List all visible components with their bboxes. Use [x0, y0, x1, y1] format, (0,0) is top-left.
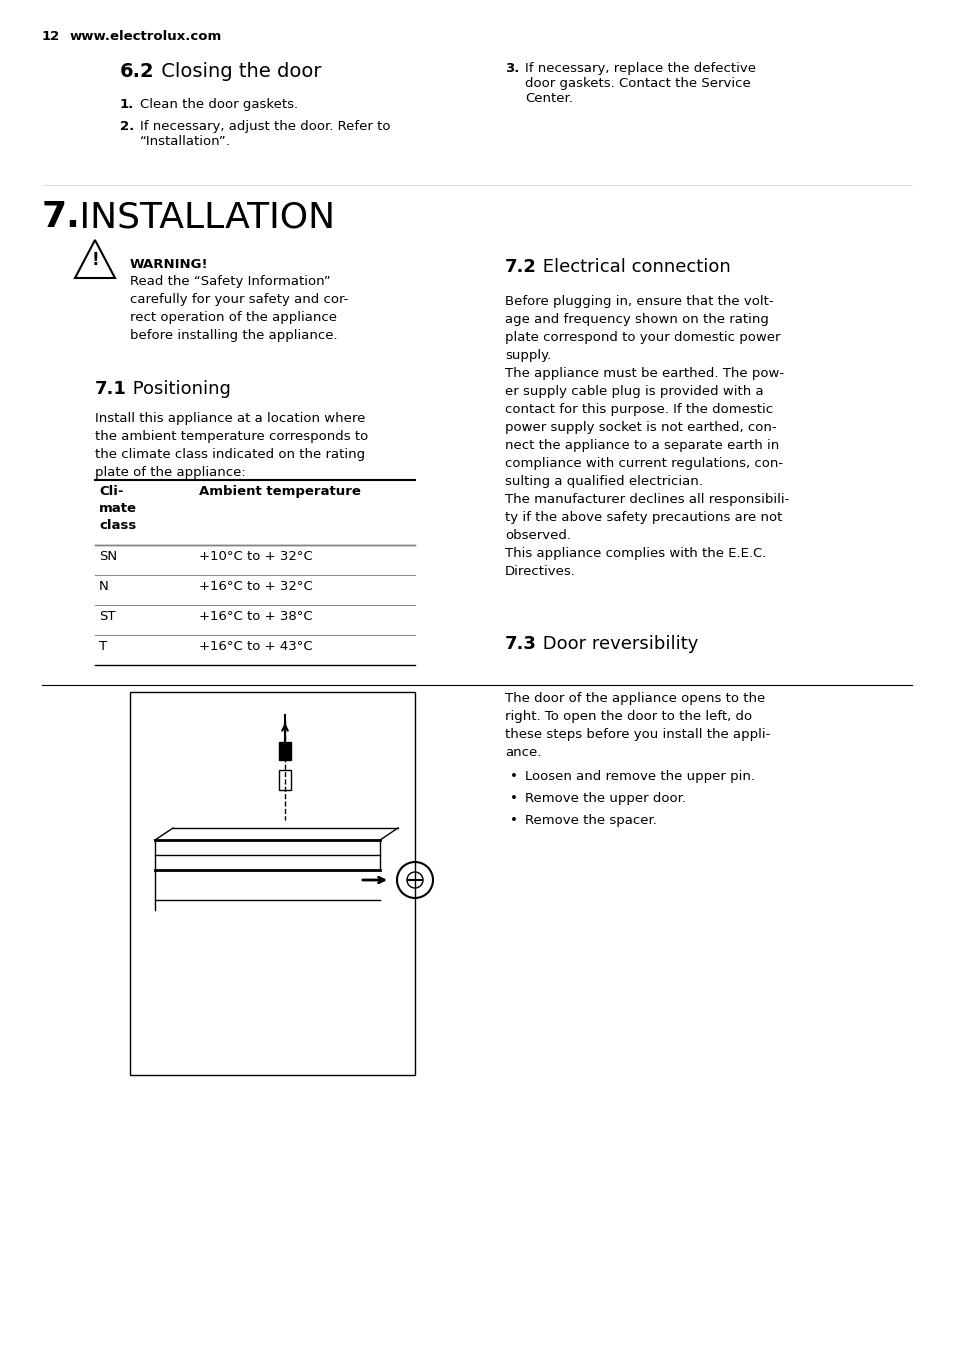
Text: Remove the spacer.: Remove the spacer.: [524, 814, 657, 827]
Text: Positioning: Positioning: [127, 380, 231, 397]
Text: Read the “Safety Information”
carefully for your safety and cor-
rect operation : Read the “Safety Information” carefully …: [130, 274, 348, 342]
Text: •: •: [510, 814, 517, 827]
Text: !: !: [91, 251, 99, 269]
Bar: [278, 742, 291, 760]
Text: The door of the appliance opens to the
right. To open the door to the left, do
t: The door of the appliance opens to the r…: [504, 692, 770, 758]
Text: www.electrolux.com: www.electrolux.com: [70, 30, 222, 43]
Text: Install this appliance at a location where
the ambient temperature corresponds t: Install this appliance at a location whe…: [95, 412, 368, 479]
Text: 7.3: 7.3: [504, 635, 537, 653]
Text: 3.: 3.: [504, 62, 518, 74]
Text: 7.: 7.: [42, 200, 81, 234]
Text: +10°C to + 32°C: +10°C to + 32°C: [199, 550, 313, 562]
Text: ST: ST: [99, 610, 115, 623]
Text: 7.1: 7.1: [95, 380, 127, 397]
Text: Loosen and remove the upper pin.: Loosen and remove the upper pin.: [524, 771, 754, 783]
Text: If necessary, replace the defective
door gaskets. Contact the Service
Center.: If necessary, replace the defective door…: [524, 62, 755, 105]
Text: +16°C to + 32°C: +16°C to + 32°C: [199, 580, 313, 594]
Text: Ambient temperature: Ambient temperature: [199, 485, 360, 498]
Text: Clean the door gaskets.: Clean the door gaskets.: [140, 97, 297, 111]
Text: Door reversibility: Door reversibility: [537, 635, 698, 653]
Text: Before plugging in, ensure that the volt-
age and frequency shown on the rating
: Before plugging in, ensure that the volt…: [504, 295, 788, 579]
Text: 1.: 1.: [120, 97, 134, 111]
Text: 2.: 2.: [120, 120, 134, 132]
Text: +16°C to + 38°C: +16°C to + 38°C: [199, 610, 313, 623]
Text: Cli-
mate
class: Cli- mate class: [99, 485, 137, 531]
Text: WARNING!: WARNING!: [130, 258, 209, 270]
Text: SN: SN: [99, 550, 117, 562]
Text: 6.2: 6.2: [120, 62, 154, 81]
Text: 7.2: 7.2: [504, 258, 537, 276]
Text: 12: 12: [42, 30, 60, 43]
Text: Electrical connection: Electrical connection: [537, 258, 730, 276]
Text: T: T: [99, 639, 107, 653]
Text: +16°C to + 43°C: +16°C to + 43°C: [199, 639, 313, 653]
Text: INSTALLATION: INSTALLATION: [68, 200, 335, 234]
Text: •: •: [510, 771, 517, 783]
Text: Remove the upper door.: Remove the upper door.: [524, 792, 685, 804]
Text: Closing the door: Closing the door: [154, 62, 321, 81]
Text: N: N: [99, 580, 109, 594]
Text: •: •: [510, 792, 517, 804]
Bar: [278, 771, 291, 790]
Text: If necessary, adjust the door. Refer to
“Installation”.: If necessary, adjust the door. Refer to …: [140, 120, 390, 147]
